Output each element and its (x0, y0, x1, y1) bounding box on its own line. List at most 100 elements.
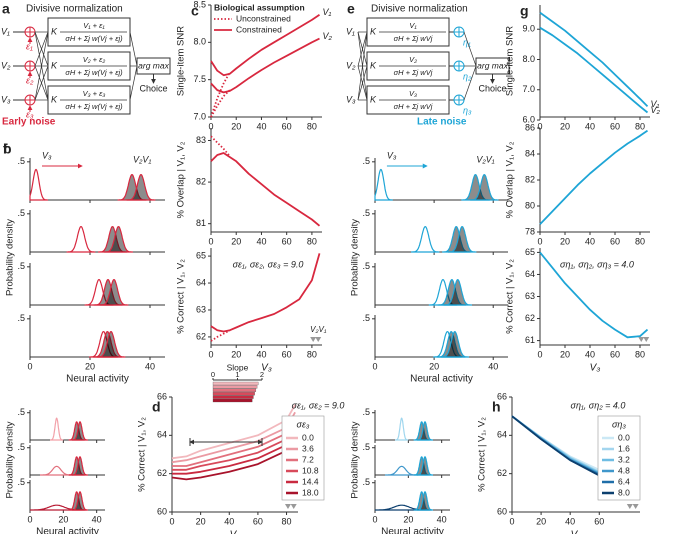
density-curve (72, 421, 88, 441)
x-tick-label: 60 (282, 236, 292, 246)
x-tick-label: 60 (610, 121, 620, 131)
series-line (210, 329, 231, 342)
input-label: V₂ (346, 60, 356, 70)
density-curve (104, 225, 133, 253)
axis-spine (29, 410, 105, 441)
x-tick-label: 0 (27, 514, 32, 524)
y-tick-label: 66 (157, 391, 167, 401)
x-tick-label: 80 (635, 236, 645, 246)
x-tick-label: 20 (560, 349, 570, 359)
plus (454, 27, 464, 37)
series-line (210, 71, 231, 118)
x-tick-label: 0 (208, 236, 213, 246)
input-label: V₃ (346, 94, 356, 104)
marker-label: V₂V₁ (310, 325, 327, 334)
legend-label: 0.0 (618, 432, 630, 442)
density-curve (395, 417, 409, 441)
density-curve (50, 417, 64, 441)
axis-spine (374, 410, 450, 441)
x-tick-label: 20 (231, 236, 241, 246)
connector (357, 31, 368, 101)
connector (463, 31, 477, 67)
legend-box (281, 415, 325, 501)
inset-bar (212, 381, 259, 386)
axis-spine (374, 445, 450, 476)
inset-bar (212, 385, 258, 389)
y-tick-label: 66 (497, 391, 507, 401)
panel-letter: c (191, 3, 199, 19)
x-tick-label: 0 (509, 516, 514, 526)
numerator: V₂ (409, 55, 417, 64)
y-tick-label: 62 (157, 468, 167, 478)
x-tick-label: 40 (256, 349, 266, 359)
series-line (539, 251, 649, 339)
series-label: V₂ (322, 31, 332, 41)
legend-label: 3.2 (618, 454, 630, 464)
numerator: V₁ (409, 21, 417, 30)
series-line (172, 429, 296, 475)
x-tick-label: 80 (307, 236, 317, 246)
connector (34, 65, 49, 101)
x-axis-label: Neural activity (410, 374, 473, 385)
pair-label: V₂V₁ (476, 154, 494, 164)
panel-letter: g (520, 3, 529, 19)
y-axis-label: % Correct | V₁, V₂ (137, 417, 148, 492)
axis-spine (374, 480, 450, 511)
density-curve (448, 225, 477, 253)
y-axis-label: % Overlap | V₁, V₂ (176, 141, 187, 218)
denominator: σH + Σj wVj (394, 68, 433, 77)
x-tick-label: 20 (536, 516, 546, 526)
noise-label: ε₂ (26, 75, 34, 85)
output: Choice (478, 83, 506, 93)
x-tick-label: 20 (560, 236, 570, 246)
legend-label: Unconstrained (236, 13, 291, 23)
y-tick-label: 62 (196, 331, 206, 341)
density-curve (417, 491, 433, 511)
gain: K (370, 26, 377, 36)
panel-letter: d (152, 399, 161, 415)
legend-title: ση₃ (612, 419, 626, 429)
connector (357, 31, 368, 67)
density-curve (470, 173, 499, 201)
y-tick-label: 8.0 (522, 54, 535, 64)
density-curve (29, 168, 48, 201)
gain: K (51, 60, 58, 70)
y-tick-label: 78 (525, 226, 535, 236)
denominator: σH + Σj w(Vj + εj) (65, 102, 123, 111)
annotation: ση₁, ση₂, ση₃ = 4.0 (560, 259, 634, 269)
x-tick-label: 40 (256, 121, 266, 131)
x-tick-label: 80 (635, 121, 645, 131)
x-tick-label: 40 (145, 361, 155, 371)
arrow-label: V₃ (42, 150, 52, 160)
x-tick-label: 20 (231, 349, 241, 359)
y-tick-label: .5 (362, 313, 370, 323)
annotation: ση₁, ση₂ = 4.0 (571, 400, 626, 410)
annotation: σε₁, σε₂ = 9.0 (292, 400, 345, 410)
diagram-title: Divisive normalization (26, 4, 123, 15)
series-line (539, 11, 649, 108)
x-tick-label: 0 (208, 121, 213, 131)
panel-letter: e (347, 1, 355, 17)
x-tick-label: 40 (585, 121, 595, 131)
density-curve (66, 225, 96, 253)
plus (454, 95, 464, 105)
decision: arg max (477, 60, 508, 70)
x-tick-label: 20 (196, 516, 206, 526)
connector (34, 31, 49, 101)
series-line (539, 26, 649, 114)
legend-label: 4.8 (618, 465, 630, 475)
series-line (539, 129, 649, 225)
x-tick-label: 40 (585, 236, 595, 246)
y-tick-label: 62 (525, 313, 535, 323)
y-tick-label: 63 (196, 304, 206, 314)
density-curve (443, 278, 472, 306)
y-axis-label: Probability density (5, 421, 16, 498)
y-tick-label: 65 (196, 250, 206, 260)
noise-label: ε₃ (26, 109, 34, 119)
x-tick-label: 60 (594, 516, 604, 526)
legend-label: 7.2 (302, 454, 314, 464)
input-label: V₁ (1, 26, 10, 36)
y-tick-label: 7.5 (193, 74, 206, 84)
y-tick-label: 62 (497, 468, 507, 478)
noise-label: η₁ (463, 37, 471, 47)
